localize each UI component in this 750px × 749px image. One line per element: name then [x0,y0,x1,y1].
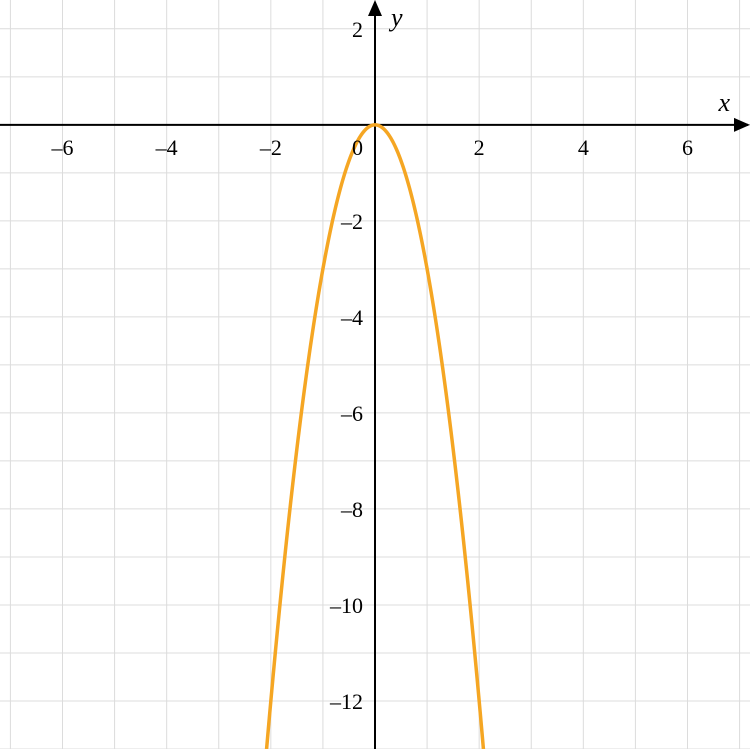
y-tick-label: –10 [329,593,363,618]
y-axis-label: y [388,3,403,32]
y-tick-label: –6 [340,401,363,426]
origin-label: 0 [352,135,363,160]
parabola-chart: –6 –4 –2 2 4 6 2 –2 –4 –6 –8 –10 –12 0 x y [0,0,750,749]
x-axis-label: x [717,88,730,117]
y-tick-label: –2 [340,209,363,234]
y-axis-arrow [368,0,382,16]
x-tick-label: 4 [578,135,589,160]
y-tick-label: 2 [352,17,363,42]
x-tick-label: –2 [259,135,282,160]
tick-labels: –6 –4 –2 2 4 6 2 –2 –4 –6 –8 –10 –12 0 x y [51,3,731,714]
x-tick-label: –4 [155,135,178,160]
axes [0,0,750,749]
y-tick-label: –4 [340,305,363,330]
x-tick-label: –6 [51,135,74,160]
x-tick-label: 2 [474,135,485,160]
y-tick-label: –8 [340,497,363,522]
y-tick-label: –12 [329,689,363,714]
x-tick-label: 6 [682,135,693,160]
x-axis-arrow [734,118,750,132]
